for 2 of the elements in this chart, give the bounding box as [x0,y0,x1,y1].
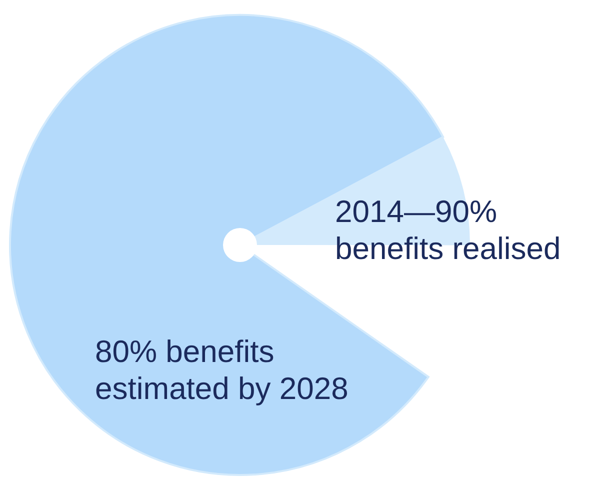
slice-label: 80% benefits estimated by 2028 [95,334,348,406]
slice-label: 2014—90% benefits realised [335,194,561,266]
